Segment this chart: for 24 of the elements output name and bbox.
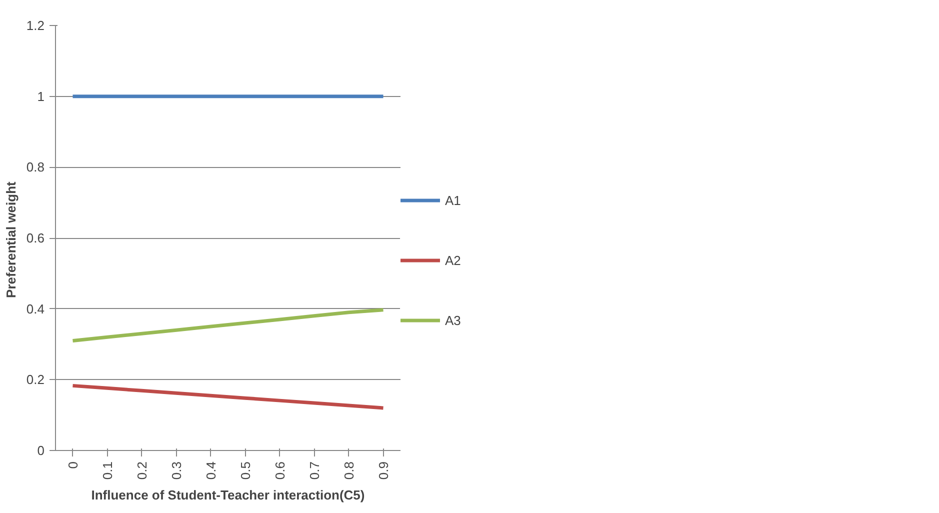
legend-label: A1 [445,192,462,208]
x-tick-label: 0.1 [100,461,115,480]
y-tick-label: 1 [37,88,45,104]
y-axis-title: Preferential weight [3,180,18,298]
x-tick-label: 0.9 [376,461,391,480]
y-tick-label: 1.2 [26,18,45,33]
y-tick-label: 0.6 [26,230,45,246]
y-tick-label: 0.8 [26,160,45,175]
y-tick-label: 0.4 [26,301,45,316]
x-tick-label: 0.5 [238,461,253,480]
legend-label: A3 [445,312,462,328]
x-tick-label: 0.4 [203,461,218,480]
x-tick-label: 0.8 [341,461,356,480]
y-tick-label: 0 [37,443,45,458]
line-series [71,384,385,410]
x-tick-label: 0 [65,461,80,469]
x-tick-label: 0.7 [306,461,322,480]
x-tick-label: 0.6 [272,461,288,480]
y-tick-label: 0.2 [26,372,45,388]
line-series [71,308,385,342]
legend-label: A2 [445,252,462,268]
x-axis-title: Influence of Student-Teacher interaction(C5) [91,488,365,503]
x-tick-label: 0.3 [168,461,184,480]
x-tick-label: 0.2 [134,461,150,480]
